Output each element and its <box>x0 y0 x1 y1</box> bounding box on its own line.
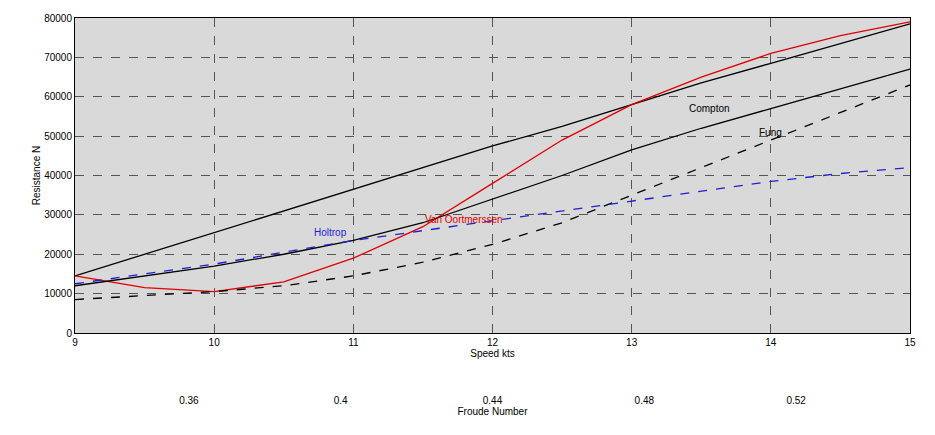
svg-text:Resistance N: Resistance N <box>31 146 42 205</box>
svg-text:Van Oortmerssen: Van Oortmerssen <box>425 214 503 225</box>
svg-text:Compton: Compton <box>689 103 730 114</box>
svg-text:60000: 60000 <box>44 91 72 102</box>
svg-text:20000: 20000 <box>44 249 72 260</box>
svg-text:10: 10 <box>209 337 221 348</box>
svg-text:14: 14 <box>765 337 777 348</box>
svg-text:13: 13 <box>626 337 638 348</box>
svg-text:40000: 40000 <box>44 170 72 181</box>
svg-text:Fung: Fung <box>759 127 782 138</box>
svg-text:Froude Number: Froude Number <box>457 406 528 417</box>
svg-text:0.44: 0.44 <box>483 395 503 406</box>
svg-text:50000: 50000 <box>44 131 72 142</box>
svg-text:70000: 70000 <box>44 52 72 63</box>
svg-text:Speed kts: Speed kts <box>470 348 514 359</box>
svg-text:15: 15 <box>904 337 916 348</box>
svg-text:0: 0 <box>66 328 72 339</box>
svg-text:12: 12 <box>487 337 499 348</box>
svg-text:0.36: 0.36 <box>179 395 199 406</box>
svg-text:0.4: 0.4 <box>334 395 348 406</box>
svg-text:9: 9 <box>72 337 78 348</box>
svg-text:0.48: 0.48 <box>635 395 655 406</box>
svg-text:80000: 80000 <box>44 13 72 24</box>
svg-text:10000: 10000 <box>44 288 72 299</box>
svg-text:30000: 30000 <box>44 209 72 220</box>
svg-text:Holtrop: Holtrop <box>314 227 347 238</box>
svg-text:0.52: 0.52 <box>786 395 806 406</box>
svg-text:11: 11 <box>348 337 359 348</box>
